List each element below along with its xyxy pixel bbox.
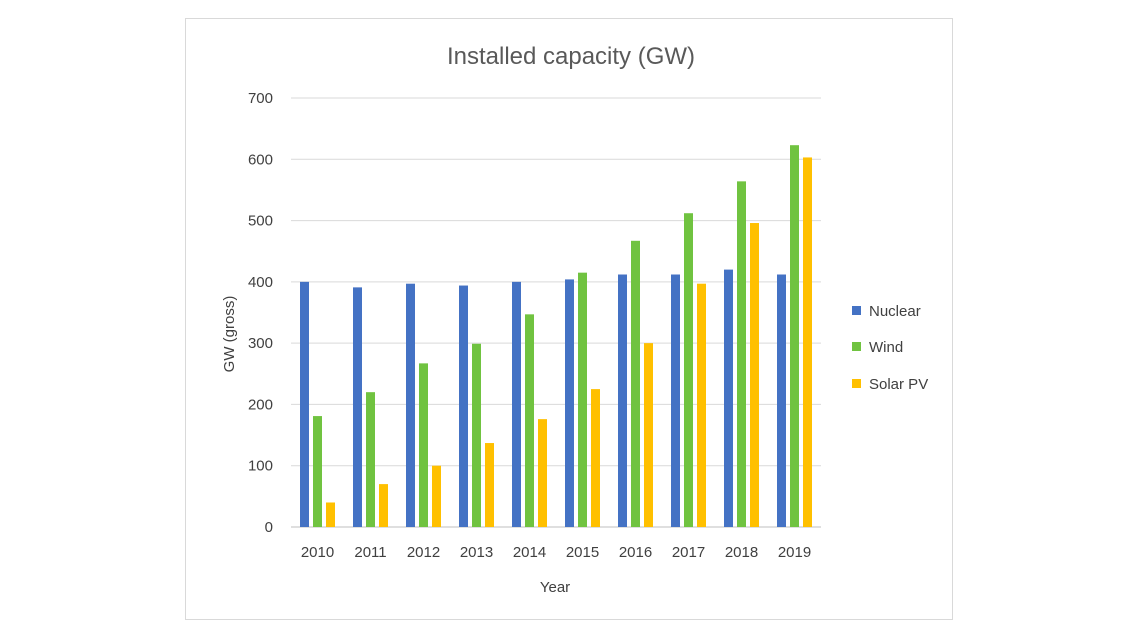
bar-wind-2019 [790, 145, 799, 527]
y-tick-label: 200 [248, 396, 273, 413]
legend-label: Nuclear [869, 303, 921, 320]
chart-frame: Installed capacity (GW) 0 100 200 300 400 500… [185, 18, 953, 620]
x-tick-label: 2012 [407, 544, 440, 561]
y-tick-label: 0 [265, 519, 273, 536]
bar-solar-pv-2012 [432, 465, 441, 527]
y-axis-title: GW (gross) [221, 296, 238, 373]
bar-nuclear-2019 [777, 274, 786, 527]
legend-label: Wind [869, 339, 903, 356]
legend-swatch-wind [852, 342, 861, 351]
bar-solar-pv-2014 [538, 419, 547, 527]
x-tick-label: 2018 [725, 544, 758, 561]
x-axis-ticks: 2010 2011 2012 2013 2014 2015 2016 2017 2018 2019 [301, 544, 811, 561]
bar-nuclear-2014 [512, 281, 521, 527]
bar-wind-2013 [472, 343, 481, 527]
bar-solar-pv-2011 [379, 484, 388, 527]
bar-nuclear-2013 [459, 285, 468, 527]
x-tick-label: 2019 [778, 544, 811, 561]
bar-solar-pv-2017 [697, 283, 706, 527]
bar-solar-pv-2016 [644, 343, 653, 527]
bar-chart: Installed capacity (GW) 0 100 200 300 400 500… [221, 43, 928, 596]
legend-swatch-nuclear [852, 306, 861, 315]
y-axis-ticks: 0 100 200 300 400 500 600 700 [248, 90, 273, 536]
bar-wind-2018 [737, 181, 746, 527]
x-tick-label: 2011 [354, 544, 386, 561]
x-tick-label: 2010 [301, 544, 334, 561]
bar-nuclear-2016 [618, 274, 627, 527]
bar-nuclear-2011 [353, 287, 362, 527]
y-tick-label: 300 [248, 335, 273, 352]
bar-nuclear-2018 [724, 269, 733, 527]
y-tick-label: 500 [248, 213, 273, 230]
y-tick-label: 100 [248, 458, 273, 475]
legend-label: Solar PV [869, 376, 928, 393]
bar-wind-2015 [578, 272, 587, 527]
bar-wind-2016 [631, 240, 640, 527]
legend-swatch-solar-pv [852, 379, 861, 388]
y-tick-label: 600 [248, 151, 273, 168]
bar-solar-pv-2010 [326, 502, 335, 527]
chart-title: Installed capacity (GW) [447, 43, 695, 70]
bar-nuclear-2012 [406, 283, 415, 527]
y-tick-label: 700 [248, 90, 273, 107]
y-tick-label: 400 [248, 274, 273, 291]
bar-wind-2010 [313, 416, 322, 527]
bar-nuclear-2010 [300, 281, 309, 527]
bar-nuclear-2015 [565, 279, 574, 527]
bar-solar-pv-2019 [803, 157, 812, 527]
bar-wind-2012 [419, 363, 428, 527]
x-tick-label: 2017 [672, 544, 705, 561]
bar-nuclear-2017 [671, 274, 680, 527]
x-tick-label: 2013 [460, 544, 493, 561]
bar-solar-pv-2013 [485, 443, 494, 527]
gridlines [291, 97, 821, 528]
legend: Nuclear Wind Solar PV [852, 303, 928, 393]
bar-wind-2011 [366, 392, 375, 527]
bars [300, 145, 812, 527]
bar-solar-pv-2018 [750, 223, 759, 527]
bar-wind-2014 [525, 314, 534, 527]
x-tick-label: 2016 [619, 544, 652, 561]
bar-wind-2017 [684, 213, 693, 527]
bar-solar-pv-2015 [591, 389, 600, 527]
x-tick-label: 2014 [513, 544, 546, 561]
x-axis-title: Year [540, 579, 570, 596]
x-tick-label: 2015 [566, 544, 599, 561]
